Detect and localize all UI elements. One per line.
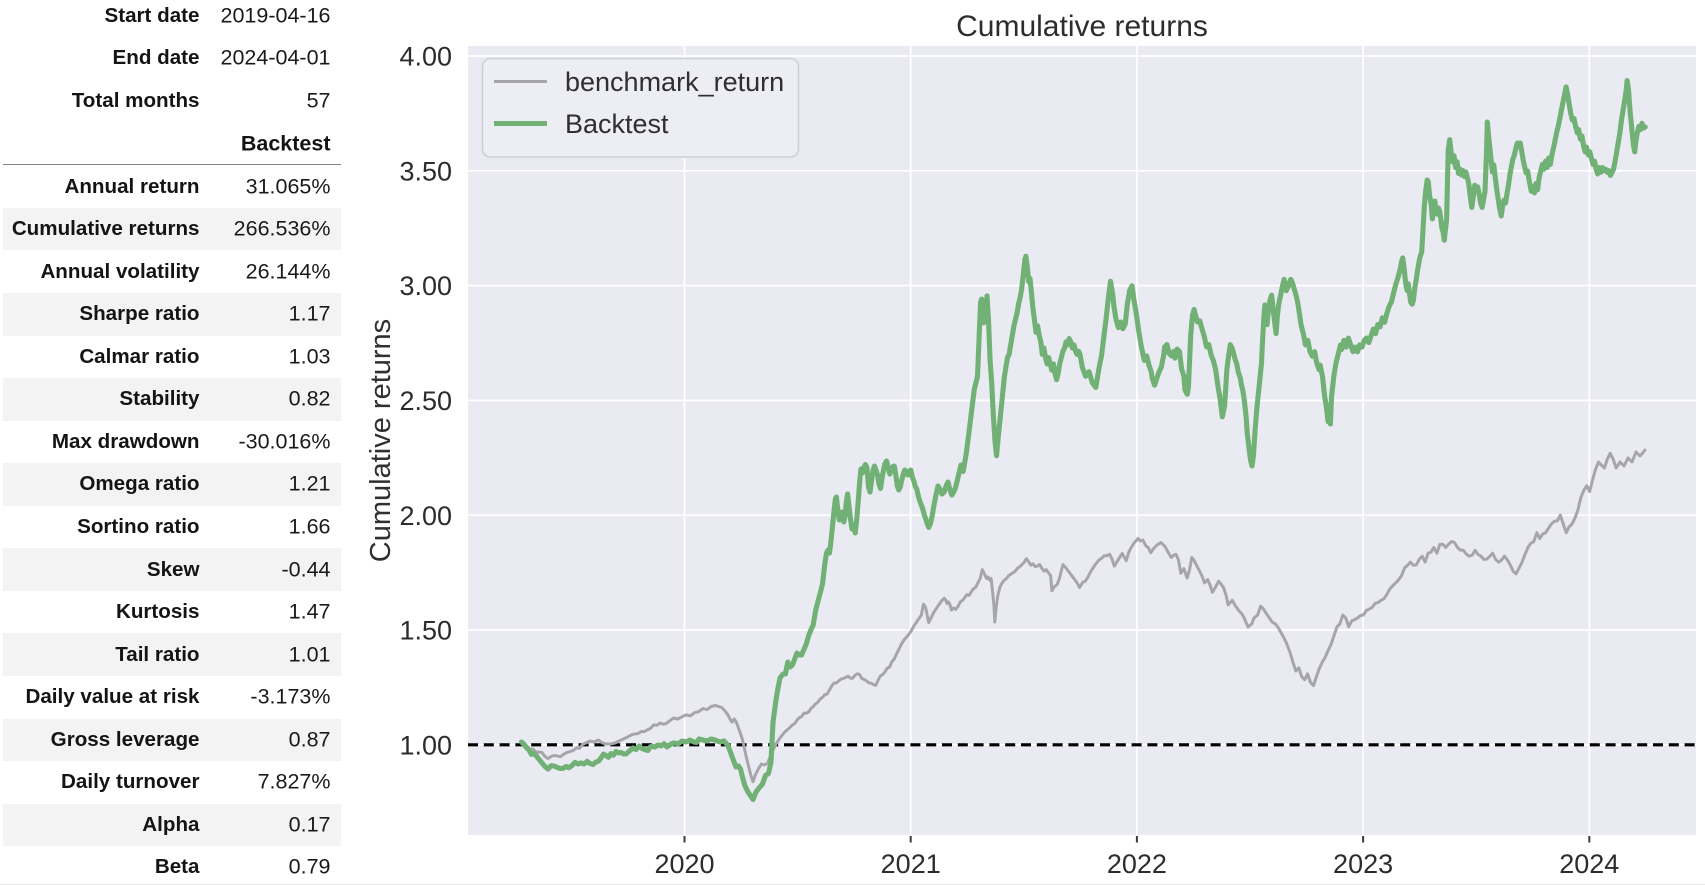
svg-text:3.00: 3.00 bbox=[399, 271, 452, 301]
svg-text:4.00: 4.00 bbox=[399, 42, 452, 72]
svg-text:1.00: 1.00 bbox=[399, 730, 452, 760]
svg-text:Cumulative returns: Cumulative returns bbox=[365, 319, 397, 562]
svg-text:Cumulative returns: Cumulative returns bbox=[956, 10, 1208, 43]
svg-text:2023: 2023 bbox=[1333, 849, 1393, 879]
svg-text:2.50: 2.50 bbox=[399, 386, 452, 416]
svg-text:2.00: 2.00 bbox=[399, 501, 452, 531]
svg-text:1.50: 1.50 bbox=[399, 616, 452, 646]
svg-text:2024: 2024 bbox=[1559, 849, 1619, 879]
svg-text:benchmark_return: benchmark_return bbox=[565, 67, 784, 97]
svg-text:Backtest: Backtest bbox=[565, 109, 669, 139]
svg-text:3.50: 3.50 bbox=[399, 156, 452, 186]
svg-text:2020: 2020 bbox=[654, 849, 714, 879]
svg-text:2021: 2021 bbox=[881, 849, 941, 879]
svg-text:2022: 2022 bbox=[1107, 849, 1167, 879]
